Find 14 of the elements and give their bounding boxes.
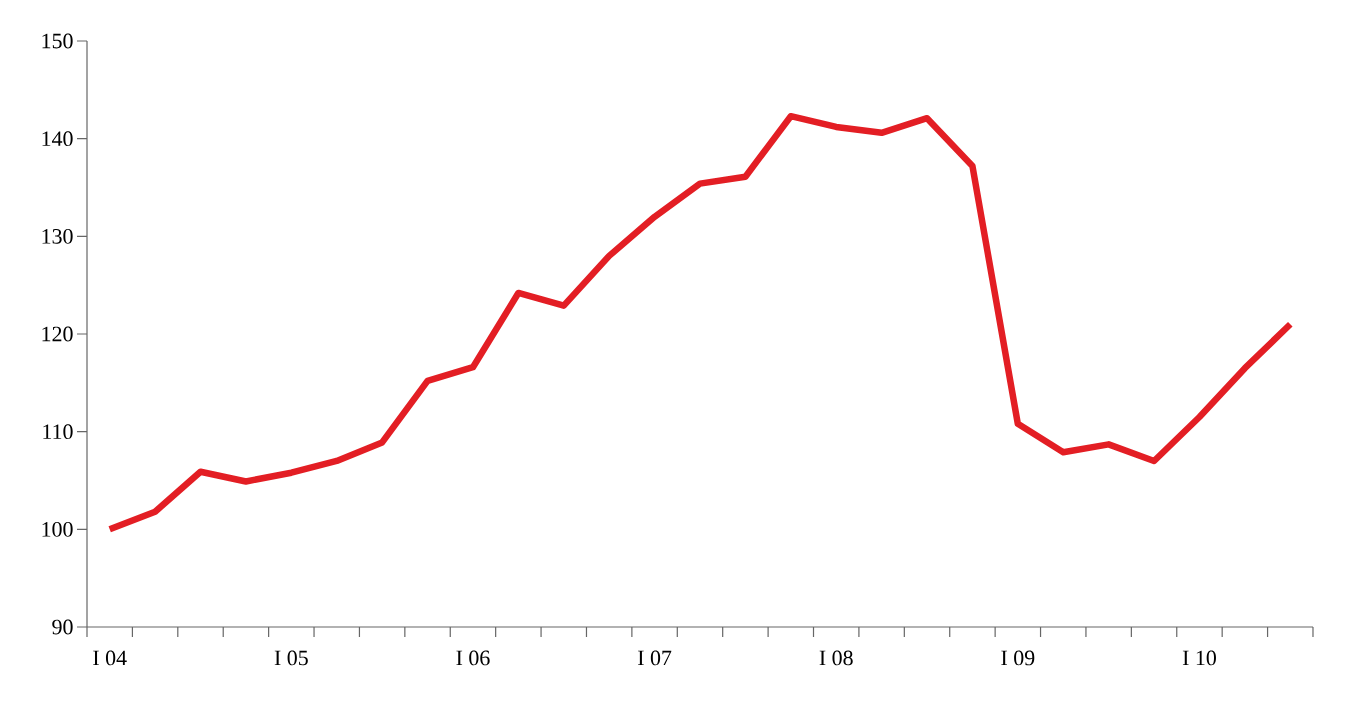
- y-tick-label: 90: [52, 619, 73, 635]
- x-tick-label: I 06: [456, 650, 490, 666]
- y-tick-label: 140: [42, 131, 73, 147]
- y-tick-label: 130: [42, 228, 73, 244]
- x-tick-label: I 07: [638, 650, 672, 666]
- y-tick-label: 100: [42, 521, 73, 537]
- y-tick-label: 110: [43, 424, 73, 440]
- x-tick-label: I 10: [1182, 650, 1216, 666]
- x-tick-label: I 05: [274, 650, 308, 666]
- y-tick-label: 120: [42, 326, 73, 342]
- x-tick-label: I 04: [93, 650, 127, 666]
- y-tick-label: 150: [42, 33, 73, 49]
- x-tick-label: I 09: [1001, 650, 1035, 666]
- x-tick-label: I 08: [819, 650, 853, 666]
